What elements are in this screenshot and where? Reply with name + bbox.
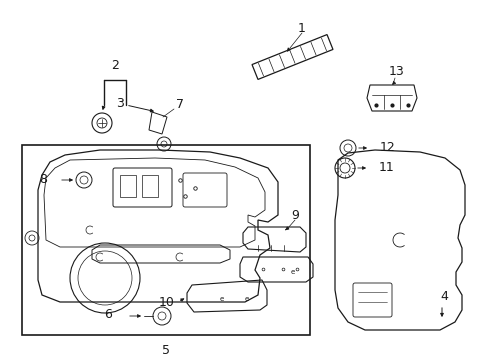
Bar [142, 175, 158, 197]
Text: 3: 3 [116, 96, 123, 109]
Text: 2: 2 [111, 59, 119, 72]
Text: 7: 7 [176, 98, 183, 111]
Text: e: e [290, 269, 295, 275]
Text: 12: 12 [379, 140, 395, 153]
Text: e: e [244, 296, 248, 302]
Text: 10: 10 [159, 296, 175, 309]
Bar [120, 175, 136, 197]
Text: 11: 11 [378, 161, 394, 174]
Text: e: e [220, 296, 224, 302]
Bar [22, 145, 309, 335]
Text: 9: 9 [290, 208, 298, 221]
Text: 6: 6 [104, 309, 112, 321]
Text: 8: 8 [39, 172, 47, 185]
Text: 13: 13 [388, 64, 404, 77]
Text: 1: 1 [298, 22, 305, 35]
Text: 4: 4 [439, 291, 447, 303]
Text: 5: 5 [162, 343, 170, 356]
